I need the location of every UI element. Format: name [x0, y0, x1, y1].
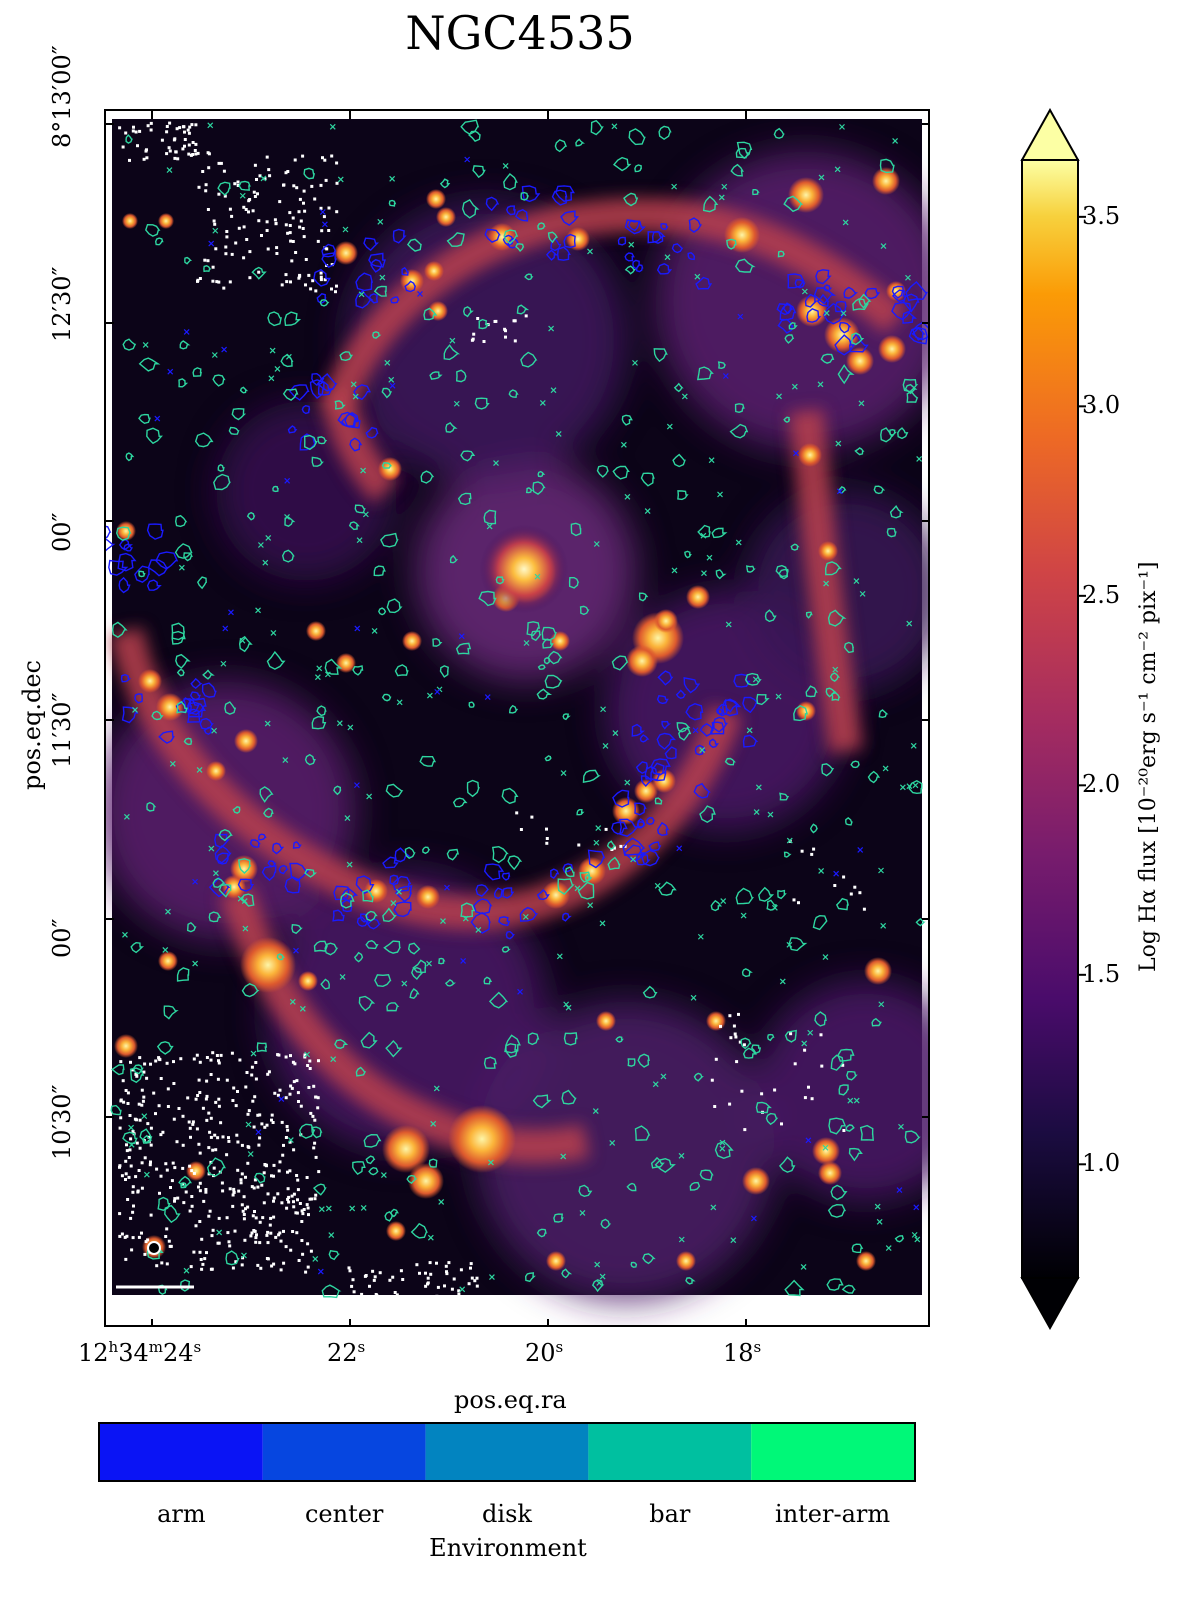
colorbar-tick-label: 3.5 [1082, 201, 1121, 230]
colorbar-tick-label: 1.0 [1082, 1149, 1121, 1178]
colorbar-tick-label: 2.5 [1082, 580, 1121, 609]
env-label-bar: bar [649, 1500, 691, 1528]
env-swatch-bar [588, 1424, 752, 1480]
env-swatch-inter-arm [751, 1424, 914, 1480]
dec-tick-label-3: 00″ [48, 512, 76, 552]
colorbar-graphic [1020, 108, 1086, 1330]
env-label-arm: arm [157, 1500, 206, 1528]
halpha-map [106, 111, 928, 1325]
colorbar-tick-label: 1.5 [1082, 959, 1121, 988]
dec-tick-label-1: 8°13′00″ [48, 45, 76, 148]
y-axis-title: pos.eq.dec [18, 660, 46, 790]
dec-tick-label-5: 00″ [48, 918, 76, 958]
region-markers [122, 122, 923, 1293]
ra-tick-label-3: 20s [525, 1338, 564, 1367]
colorbar-extend-min [1020, 1277, 1080, 1330]
masked-pixels [118, 121, 866, 1304]
dec-tick-label-4: 11′30″ [48, 692, 76, 769]
hii-region-knots [114, 167, 906, 1271]
ra-tick-label-1: 12h34m24s [78, 1338, 202, 1367]
plot-title: NGC4535 [405, 6, 635, 60]
env-label-center: center [304, 1500, 384, 1528]
scale-bar [116, 1241, 194, 1289]
ra-tick-label-2: 22s [327, 1338, 366, 1367]
environment-colorbar [98, 1422, 916, 1482]
colorbar [1020, 108, 1090, 1330]
colorbar-label: Log Hα flux [10⁻²⁰erg s⁻¹ cm⁻² pix⁻¹] [1136, 561, 1161, 972]
x-axis-title: pos.eq.ra [454, 1386, 567, 1414]
hii-region-contours [106, 119, 928, 1299]
psf-marker [147, 1241, 161, 1255]
environment-bar [98, 1422, 916, 1482]
dec-tick-label-6: 10′30″ [48, 1084, 76, 1161]
env-label-disk: disk [482, 1500, 532, 1528]
halpha-image-panel[interactable] [104, 109, 930, 1327]
env-swatch-center [262, 1424, 426, 1480]
env-swatch-disk [425, 1424, 589, 1480]
colorbar-extend-max [1020, 108, 1080, 161]
ra-tick-label-4: 18s [723, 1338, 762, 1367]
colorbar-tick-label: 3.0 [1082, 391, 1121, 420]
ticks [106, 111, 928, 1325]
environment-title: Environment [429, 1534, 587, 1562]
dec-tick-label-2: 12′30″ [48, 266, 76, 343]
env-swatch-arm [100, 1424, 263, 1480]
env-label-inter-arm: inter-arm [775, 1500, 891, 1528]
colorbar-tick-label: 2.0 [1082, 770, 1121, 799]
